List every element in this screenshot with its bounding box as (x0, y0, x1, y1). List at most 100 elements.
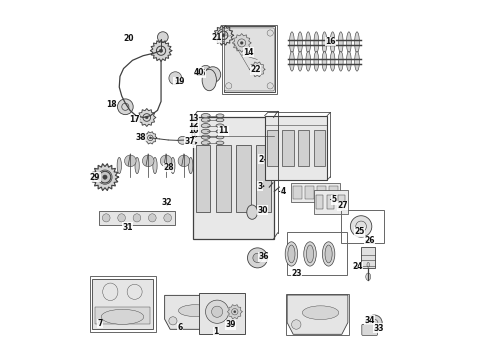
Bar (256, 145, 271, 212)
Bar (222, 24, 277, 94)
Circle shape (160, 155, 172, 167)
Polygon shape (249, 62, 265, 77)
Ellipse shape (339, 32, 343, 53)
Ellipse shape (355, 51, 359, 71)
Circle shape (234, 311, 236, 313)
Text: 6: 6 (177, 323, 183, 332)
Bar (95, 307, 150, 324)
Text: 16: 16 (325, 37, 336, 46)
Ellipse shape (216, 141, 224, 145)
Text: 24: 24 (352, 262, 363, 271)
Text: 38: 38 (135, 133, 146, 142)
Circle shape (267, 83, 273, 89)
Circle shape (212, 306, 223, 317)
Ellipse shape (201, 135, 210, 139)
Ellipse shape (330, 32, 335, 53)
Circle shape (143, 155, 154, 167)
Circle shape (222, 34, 225, 37)
Bar (198, 293, 245, 334)
Text: 39: 39 (225, 320, 236, 329)
Ellipse shape (171, 157, 175, 174)
Circle shape (267, 30, 273, 36)
Ellipse shape (133, 214, 141, 222)
Ellipse shape (201, 129, 210, 134)
Circle shape (118, 99, 133, 114)
Text: 27: 27 (337, 201, 348, 210)
Bar (236, 145, 251, 212)
Bar (287, 232, 347, 275)
Ellipse shape (322, 32, 327, 53)
Circle shape (253, 253, 262, 262)
Ellipse shape (201, 113, 210, 118)
Text: 26: 26 (364, 236, 374, 245)
Ellipse shape (202, 69, 217, 91)
Ellipse shape (216, 130, 224, 133)
Bar (193, 117, 273, 239)
Text: 13: 13 (188, 114, 198, 123)
Ellipse shape (117, 157, 122, 174)
Text: 5: 5 (332, 195, 337, 204)
Text: 32: 32 (162, 198, 172, 207)
Text: 2: 2 (258, 155, 264, 164)
Text: 7: 7 (98, 319, 103, 328)
Text: 23: 23 (292, 269, 302, 278)
Circle shape (249, 62, 266, 78)
Bar (314, 190, 347, 214)
Text: 1: 1 (213, 327, 219, 336)
Ellipse shape (288, 245, 295, 263)
Circle shape (178, 155, 190, 167)
Circle shape (245, 62, 253, 71)
Circle shape (169, 317, 177, 325)
Ellipse shape (135, 157, 139, 174)
Ellipse shape (153, 157, 157, 174)
Ellipse shape (302, 306, 339, 320)
Ellipse shape (314, 51, 319, 71)
Bar (316, 194, 322, 209)
Ellipse shape (346, 32, 351, 53)
Text: 15: 15 (195, 69, 205, 78)
Circle shape (256, 68, 258, 71)
Bar (216, 145, 231, 212)
Ellipse shape (118, 214, 125, 222)
Ellipse shape (216, 114, 224, 117)
Ellipse shape (322, 51, 327, 71)
Text: 18: 18 (106, 100, 117, 109)
Polygon shape (144, 132, 157, 144)
Bar (314, 130, 325, 166)
Ellipse shape (314, 32, 319, 53)
Bar (286, 294, 348, 336)
Ellipse shape (325, 245, 332, 263)
Polygon shape (287, 295, 348, 334)
Ellipse shape (366, 273, 371, 280)
Circle shape (98, 170, 112, 184)
Bar (329, 186, 338, 199)
Circle shape (217, 29, 230, 42)
Bar (327, 194, 334, 209)
Circle shape (350, 216, 372, 237)
Text: 14: 14 (243, 48, 253, 57)
Ellipse shape (102, 214, 110, 222)
Bar (267, 130, 278, 166)
Ellipse shape (201, 123, 210, 128)
Ellipse shape (285, 242, 298, 266)
FancyBboxPatch shape (362, 324, 377, 336)
Ellipse shape (290, 51, 294, 71)
Polygon shape (227, 305, 242, 319)
Polygon shape (214, 26, 234, 45)
Text: 29: 29 (90, 173, 100, 182)
Circle shape (157, 32, 168, 42)
Bar (342, 210, 384, 243)
Text: 36: 36 (258, 252, 269, 261)
Circle shape (225, 83, 232, 89)
Ellipse shape (201, 141, 210, 145)
Bar (223, 26, 275, 93)
Circle shape (103, 175, 107, 179)
Text: 17: 17 (129, 116, 140, 125)
Text: 8: 8 (191, 138, 196, 147)
Polygon shape (165, 296, 220, 329)
Bar (98, 211, 175, 225)
Ellipse shape (101, 309, 144, 324)
Circle shape (205, 67, 220, 82)
Ellipse shape (306, 245, 314, 263)
Text: 34: 34 (364, 315, 374, 324)
